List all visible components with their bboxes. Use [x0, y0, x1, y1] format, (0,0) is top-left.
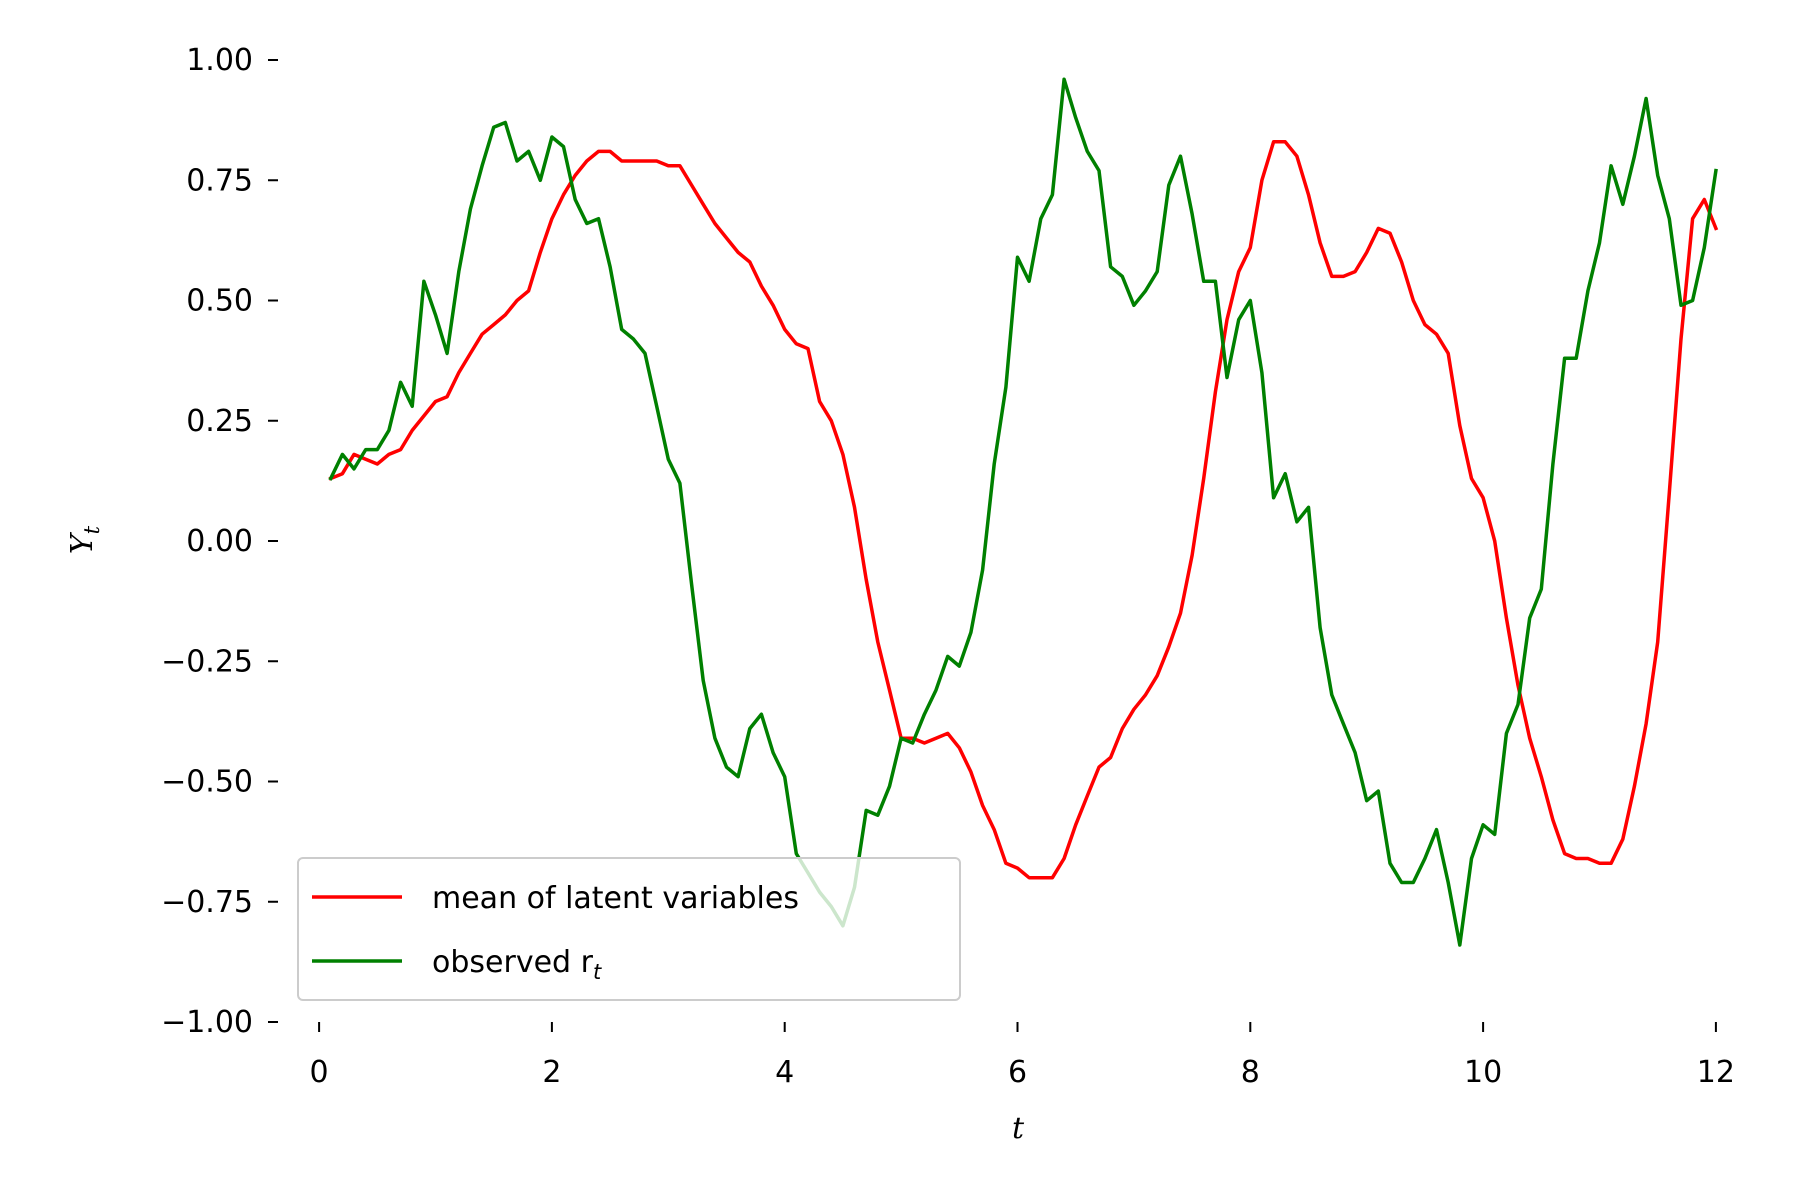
y-tick-label: 0.00	[186, 524, 253, 559]
y-tick-label: 0.75	[186, 163, 253, 198]
y-axis-label: Yt	[65, 525, 104, 554]
y-tick-label: 0.25	[186, 404, 253, 439]
x-tick-label: 4	[775, 1055, 794, 1090]
legend-label-observed-subscript: t	[593, 960, 602, 984]
svg-text:Yt: Yt	[65, 525, 104, 554]
y-tick-label: −1.00	[161, 1005, 253, 1040]
y-tick-label: −0.50	[161, 765, 253, 800]
x-tick-label: 12	[1697, 1055, 1735, 1090]
x-tick-label: 10	[1464, 1055, 1502, 1090]
series-line-observed	[328, 77, 1718, 947]
legend-label-latent-mean: mean of latent variables	[432, 881, 799, 916]
plot-lines	[328, 77, 1719, 947]
series-line-latent-mean	[328, 140, 1719, 880]
x-tick-label: 8	[1241, 1055, 1260, 1090]
x-axis-label: t	[1012, 1111, 1025, 1146]
x-tick-label: 6	[1008, 1055, 1027, 1090]
y-axis-label-main: Y	[65, 531, 100, 554]
legend: mean of latent variables observed rt	[297, 857, 961, 1001]
y-tick-label: −0.25	[161, 644, 253, 679]
legend-box	[297, 857, 961, 1001]
x-axis: 0 2 4 6 8 10 12	[310, 1022, 1735, 1090]
x-tick-label: 2	[542, 1055, 561, 1090]
y-tick-label: −0.75	[161, 885, 253, 920]
y-tick-label: 0.50	[186, 284, 253, 319]
legend-label-observed: observed r	[432, 945, 594, 980]
x-tick-label: 0	[310, 1055, 329, 1090]
svg-text:observed rt: observed rt	[432, 945, 602, 984]
y-tick-label: 1.00	[186, 43, 253, 78]
y-axis: 1.00 0.75 0.50 0.25 0.00 −0.25 −0.50 −0.75 −1.00	[161, 43, 278, 1040]
y-axis-label-subscript: t	[80, 525, 104, 534]
